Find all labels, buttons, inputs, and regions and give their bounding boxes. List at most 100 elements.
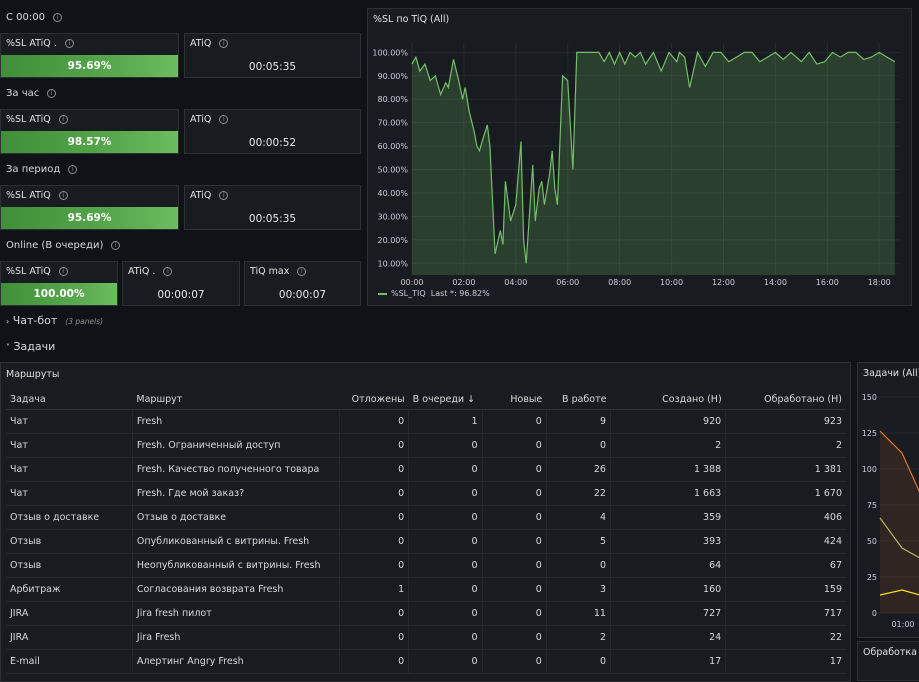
y-tick-label: 20.00%: [377, 236, 408, 245]
table-row: Чат Fresh. Ограниченный доступ 0 0 0 0 2 2: [6, 433, 846, 458]
cell-queue: 0: [408, 625, 483, 650]
cell-route: Jira Fresh: [131, 625, 340, 650]
cell-queue: 1: [408, 409, 483, 434]
cell-task: Чат: [6, 433, 133, 458]
cell-postponed: 0: [338, 529, 409, 554]
cell-task: Отзыв о доставке: [6, 505, 133, 530]
row-chatbot[interactable]: › Чат-бот (3 panels): [6, 314, 103, 327]
column-header-created[interactable]: Создано (Н): [610, 389, 726, 410]
cell-processed: 67: [725, 553, 846, 578]
cell-new: 0: [481, 433, 547, 458]
panel-title-text: %SL ATiQ: [6, 114, 51, 125]
row-panel-count: (3 panels): [65, 317, 104, 326]
info-icon[interactable]: i: [219, 115, 229, 124]
info-icon[interactable]: i: [68, 164, 78, 174]
info-icon[interactable]: i: [219, 39, 229, 48]
row-tasks[interactable]: ˅ Задачи: [6, 340, 55, 353]
cell-processed: 424: [725, 529, 846, 554]
cell-route: Опубликованный с витрины. Fresh: [131, 529, 340, 554]
cell-postponed: 0: [338, 553, 409, 578]
sl-atiq-panel-1: %SL ATiQ . i 95.69%: [0, 33, 179, 78]
cell-in-work: 5: [545, 529, 611, 554]
cell-queue: 0: [408, 577, 483, 602]
table-row: JIRA Jira fresh пилот 0 0 0 11 727 717: [6, 601, 846, 626]
chart-legend[interactable]: %SL_TIQ Last *: 96.82%: [378, 289, 490, 298]
table-row: Чат Fresh. Качество полученного товара 0 0 0…: [6, 457, 846, 482]
panel-title: %SL ATiQ i: [6, 266, 68, 277]
cell-new: 0: [481, 577, 547, 602]
cell-new: 0: [481, 649, 547, 674]
panel-title: Маршруты: [6, 369, 60, 380]
y-tick-label: 100: [862, 465, 877, 474]
x-tick-label: 12:00: [712, 278, 735, 287]
column-header-route[interactable]: Маршрут: [132, 389, 340, 410]
section-online: Online (В очереди) i: [6, 240, 121, 251]
y-tick-label: 60.00%: [377, 142, 408, 151]
panel-title: %SL ATiQ . i: [6, 38, 74, 49]
info-icon[interactable]: i: [47, 88, 57, 98]
section-since-midnight: С 00:00 i: [6, 12, 62, 23]
column-header-processed[interactable]: Обработано (Н): [725, 389, 846, 410]
x-tick-label: 14:00: [764, 278, 787, 287]
info-icon[interactable]: i: [111, 240, 121, 250]
y-tick-label: 90.00%: [377, 72, 408, 81]
cell-new: 0: [481, 505, 547, 530]
cell-task: Чат: [6, 457, 133, 482]
panel-title-text: ATiQ .: [128, 266, 156, 277]
panel-title-text: TiQ max: [250, 266, 290, 277]
table-row: Чат Fresh. Где мой заказ? 0 0 0 22 1 663 1 670: [6, 481, 846, 506]
cell-new: 0: [481, 409, 547, 434]
cell-route: Отзыв о доставке: [131, 505, 340, 530]
cell-created: 920: [609, 409, 726, 434]
column-header-new[interactable]: Новые: [482, 389, 547, 410]
info-icon[interactable]: i: [64, 39, 74, 48]
y-tick-label: 30.00%: [377, 212, 408, 221]
cell-created: 64: [609, 553, 726, 578]
cell-created: 393: [609, 529, 726, 554]
panel-title: Задачи (All): [863, 368, 919, 379]
cell-processed: 923: [725, 409, 846, 434]
cell-task: JIRA: [6, 625, 133, 650]
cell-task: Отзыв: [6, 553, 133, 578]
info-icon[interactable]: i: [58, 191, 68, 200]
sl-gauge: 100.00%: [1, 283, 117, 305]
cell-route: Неопубликованный с витрины. Fresh: [131, 553, 340, 578]
panel-title-text: ATiQ: [190, 38, 212, 49]
panel-title-text: ATiQ: [190, 190, 212, 201]
cell-in-work: 22: [545, 481, 611, 506]
column-header-in-work[interactable]: В работе: [546, 389, 611, 410]
chevron-right-icon: ›: [6, 317, 10, 326]
table-row: E-mail Алертинг Angry Fresh 0 0 0 0 17 17: [6, 649, 846, 674]
cell-task: Арбитраж: [6, 577, 133, 602]
column-header-task[interactable]: Задача: [6, 389, 133, 410]
table-row: Отзыв о доставке Отзыв о доставке 0 0 0 4 359 4…: [6, 505, 846, 530]
tasks-chart[interactable]: 150 125 100 75 50 25 0 01:00: [858, 363, 919, 639]
cell-postponed: 0: [338, 625, 409, 650]
cell-postponed: 0: [338, 433, 409, 458]
cell-created: 1 663: [609, 481, 726, 506]
info-icon[interactable]: i: [58, 267, 68, 276]
cell-route: Fresh. Качество полученного товара: [131, 457, 340, 482]
sl-tiq-chart[interactable]: 100.00% 90.00% 80.00% 70.00% 60.00% 50.00% 40.…: [368, 9, 913, 307]
x-tick-label: 06:00: [556, 278, 579, 287]
section-label: За час: [6, 88, 40, 99]
processing-panel: Обработка ч: [857, 641, 919, 681]
cell-processed: 1 381: [725, 457, 846, 482]
y-tick-label: 80.00%: [377, 95, 408, 104]
cell-in-work: 9: [545, 409, 611, 434]
cell-created: 24: [609, 625, 726, 650]
column-header-queue[interactable]: В очереди ↓: [408, 389, 483, 410]
cell-in-work: 0: [545, 649, 611, 674]
column-header-postponed[interactable]: Отложены: [339, 389, 409, 410]
cell-processed: 159: [725, 577, 846, 602]
y-tick-label: 40.00%: [377, 189, 408, 198]
info-icon[interactable]: i: [163, 267, 173, 276]
cell-queue: 0: [408, 457, 483, 482]
x-tick-label: 08:00: [608, 278, 631, 287]
series-line: [879, 589, 919, 596]
info-icon[interactable]: i: [58, 115, 68, 124]
sl-gauge: 98.57%: [1, 131, 178, 153]
info-icon[interactable]: i: [219, 191, 229, 200]
info-icon[interactable]: i: [52, 12, 62, 22]
info-icon[interactable]: i: [297, 267, 307, 276]
